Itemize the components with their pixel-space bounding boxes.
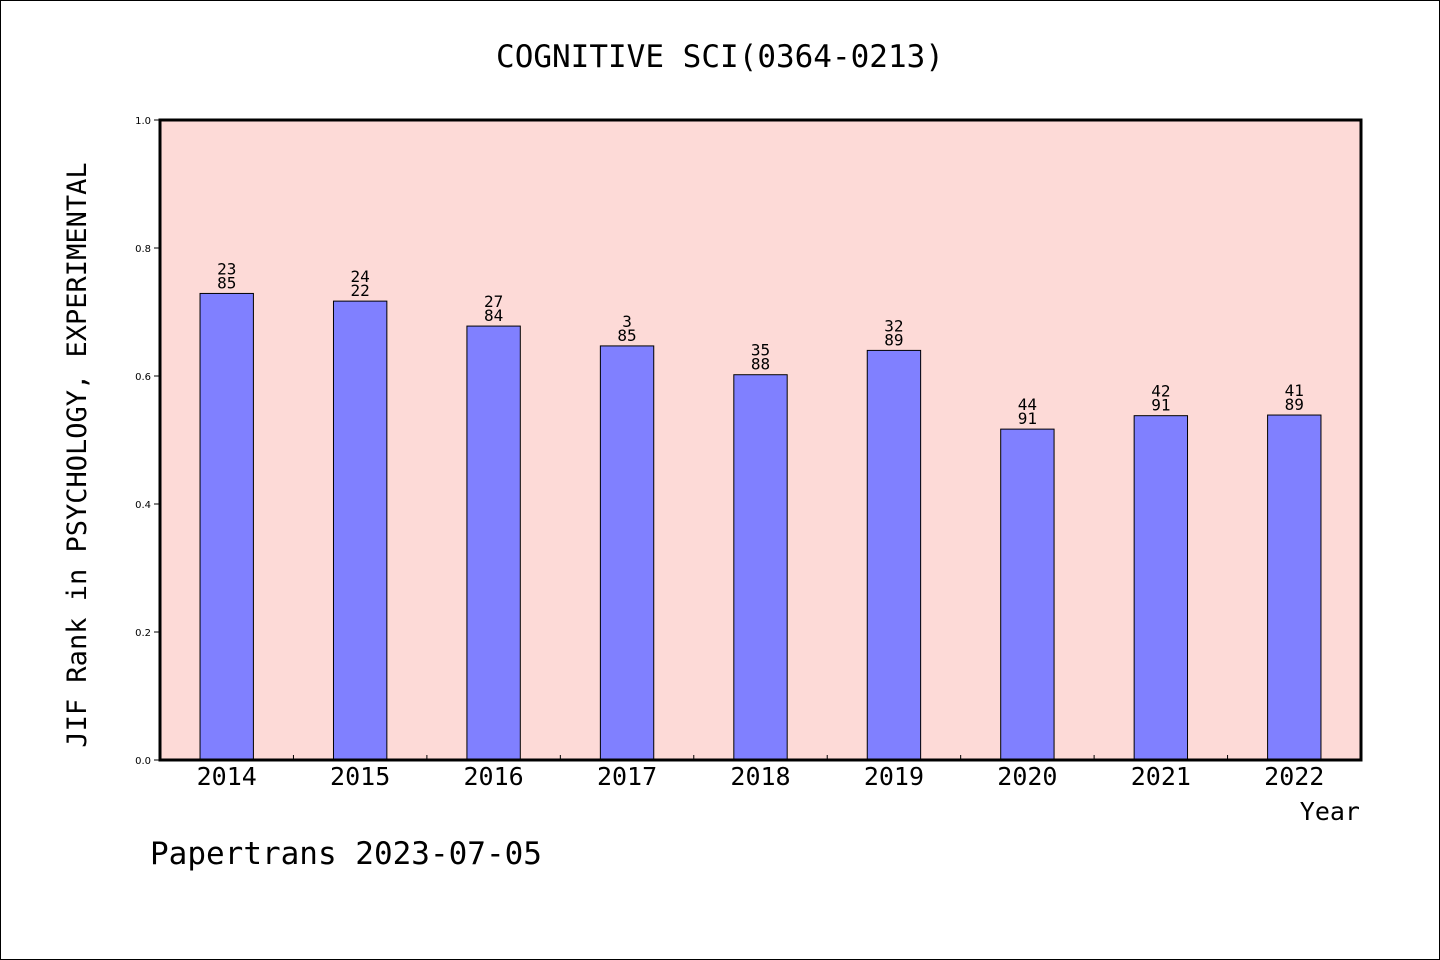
bar-2016	[466, 325, 521, 761]
bar-label-total: 91	[1151, 396, 1170, 415]
y-axis-label: JIF Rank in PSYCHOLOGY, EXPERIMENTAL	[62, 162, 93, 747]
x-tick-label: 2016	[464, 762, 524, 791]
x-axis-label: Year	[1300, 797, 1360, 826]
bar-label-rank: 35	[751, 341, 770, 360]
x-tick-label: 2018	[730, 762, 790, 791]
bar-label-rank: 3	[622, 312, 632, 331]
x-tick-label: 2015	[330, 762, 390, 791]
y-tick-label: 0.8	[135, 244, 151, 255]
y-tick-label: 0.0	[135, 756, 151, 767]
bar-label-rank: 32	[884, 316, 903, 335]
plot-border	[158, 118, 1363, 762]
bar-label-total: 89	[884, 330, 903, 349]
bar-label-total: 89	[1285, 395, 1304, 414]
bar-2020	[1000, 428, 1055, 761]
bar-label-rank: 27	[484, 292, 503, 311]
bar-2015	[332, 300, 388, 761]
bar-label-total: 84	[484, 306, 503, 325]
bar-2014	[199, 292, 254, 761]
x-tick-label: 2019	[864, 762, 924, 791]
x-tick-label: 2014	[197, 762, 257, 791]
y-tick-label: 0.6	[135, 372, 151, 383]
bar-label-rank: 42	[1151, 382, 1170, 401]
bar-label-rank: 23	[217, 259, 236, 278]
footer-text: Papertrans 2023-07-05	[150, 836, 542, 872]
bar-label-rank: 24	[351, 267, 370, 286]
bar-2021	[1133, 415, 1189, 761]
x-tick-label: 2022	[1264, 762, 1324, 791]
bar-label-total: 88	[751, 355, 770, 374]
chart-title: COGNITIVE SCI(0364-0213)	[496, 39, 944, 75]
y-tick-label: 0.2	[135, 628, 151, 639]
bar-label-rank: 41	[1285, 381, 1304, 400]
bar-2019	[866, 349, 922, 761]
bar-label-total: 85	[617, 326, 636, 345]
bar-2018	[733, 374, 788, 761]
bar-2017	[599, 345, 655, 761]
axis-layer: 2014 2015 2016 2017 2018 2019 2020 2021 2022 0.0 0…	[135, 116, 1324, 791]
x-tick-label: 2021	[1131, 762, 1191, 791]
x-tick-label: 2020	[997, 762, 1057, 791]
bar-label-total: 22	[351, 281, 370, 300]
bar-label-total: 91	[1018, 409, 1037, 428]
bar-label-total: 85	[217, 273, 236, 292]
bar-2022	[1267, 414, 1322, 761]
bar-label-rank: 44	[1018, 395, 1037, 414]
y-tick-label: 0.4	[135, 500, 151, 511]
y-tick-label: 1.0	[135, 116, 151, 127]
x-tick-label: 2017	[597, 762, 657, 791]
